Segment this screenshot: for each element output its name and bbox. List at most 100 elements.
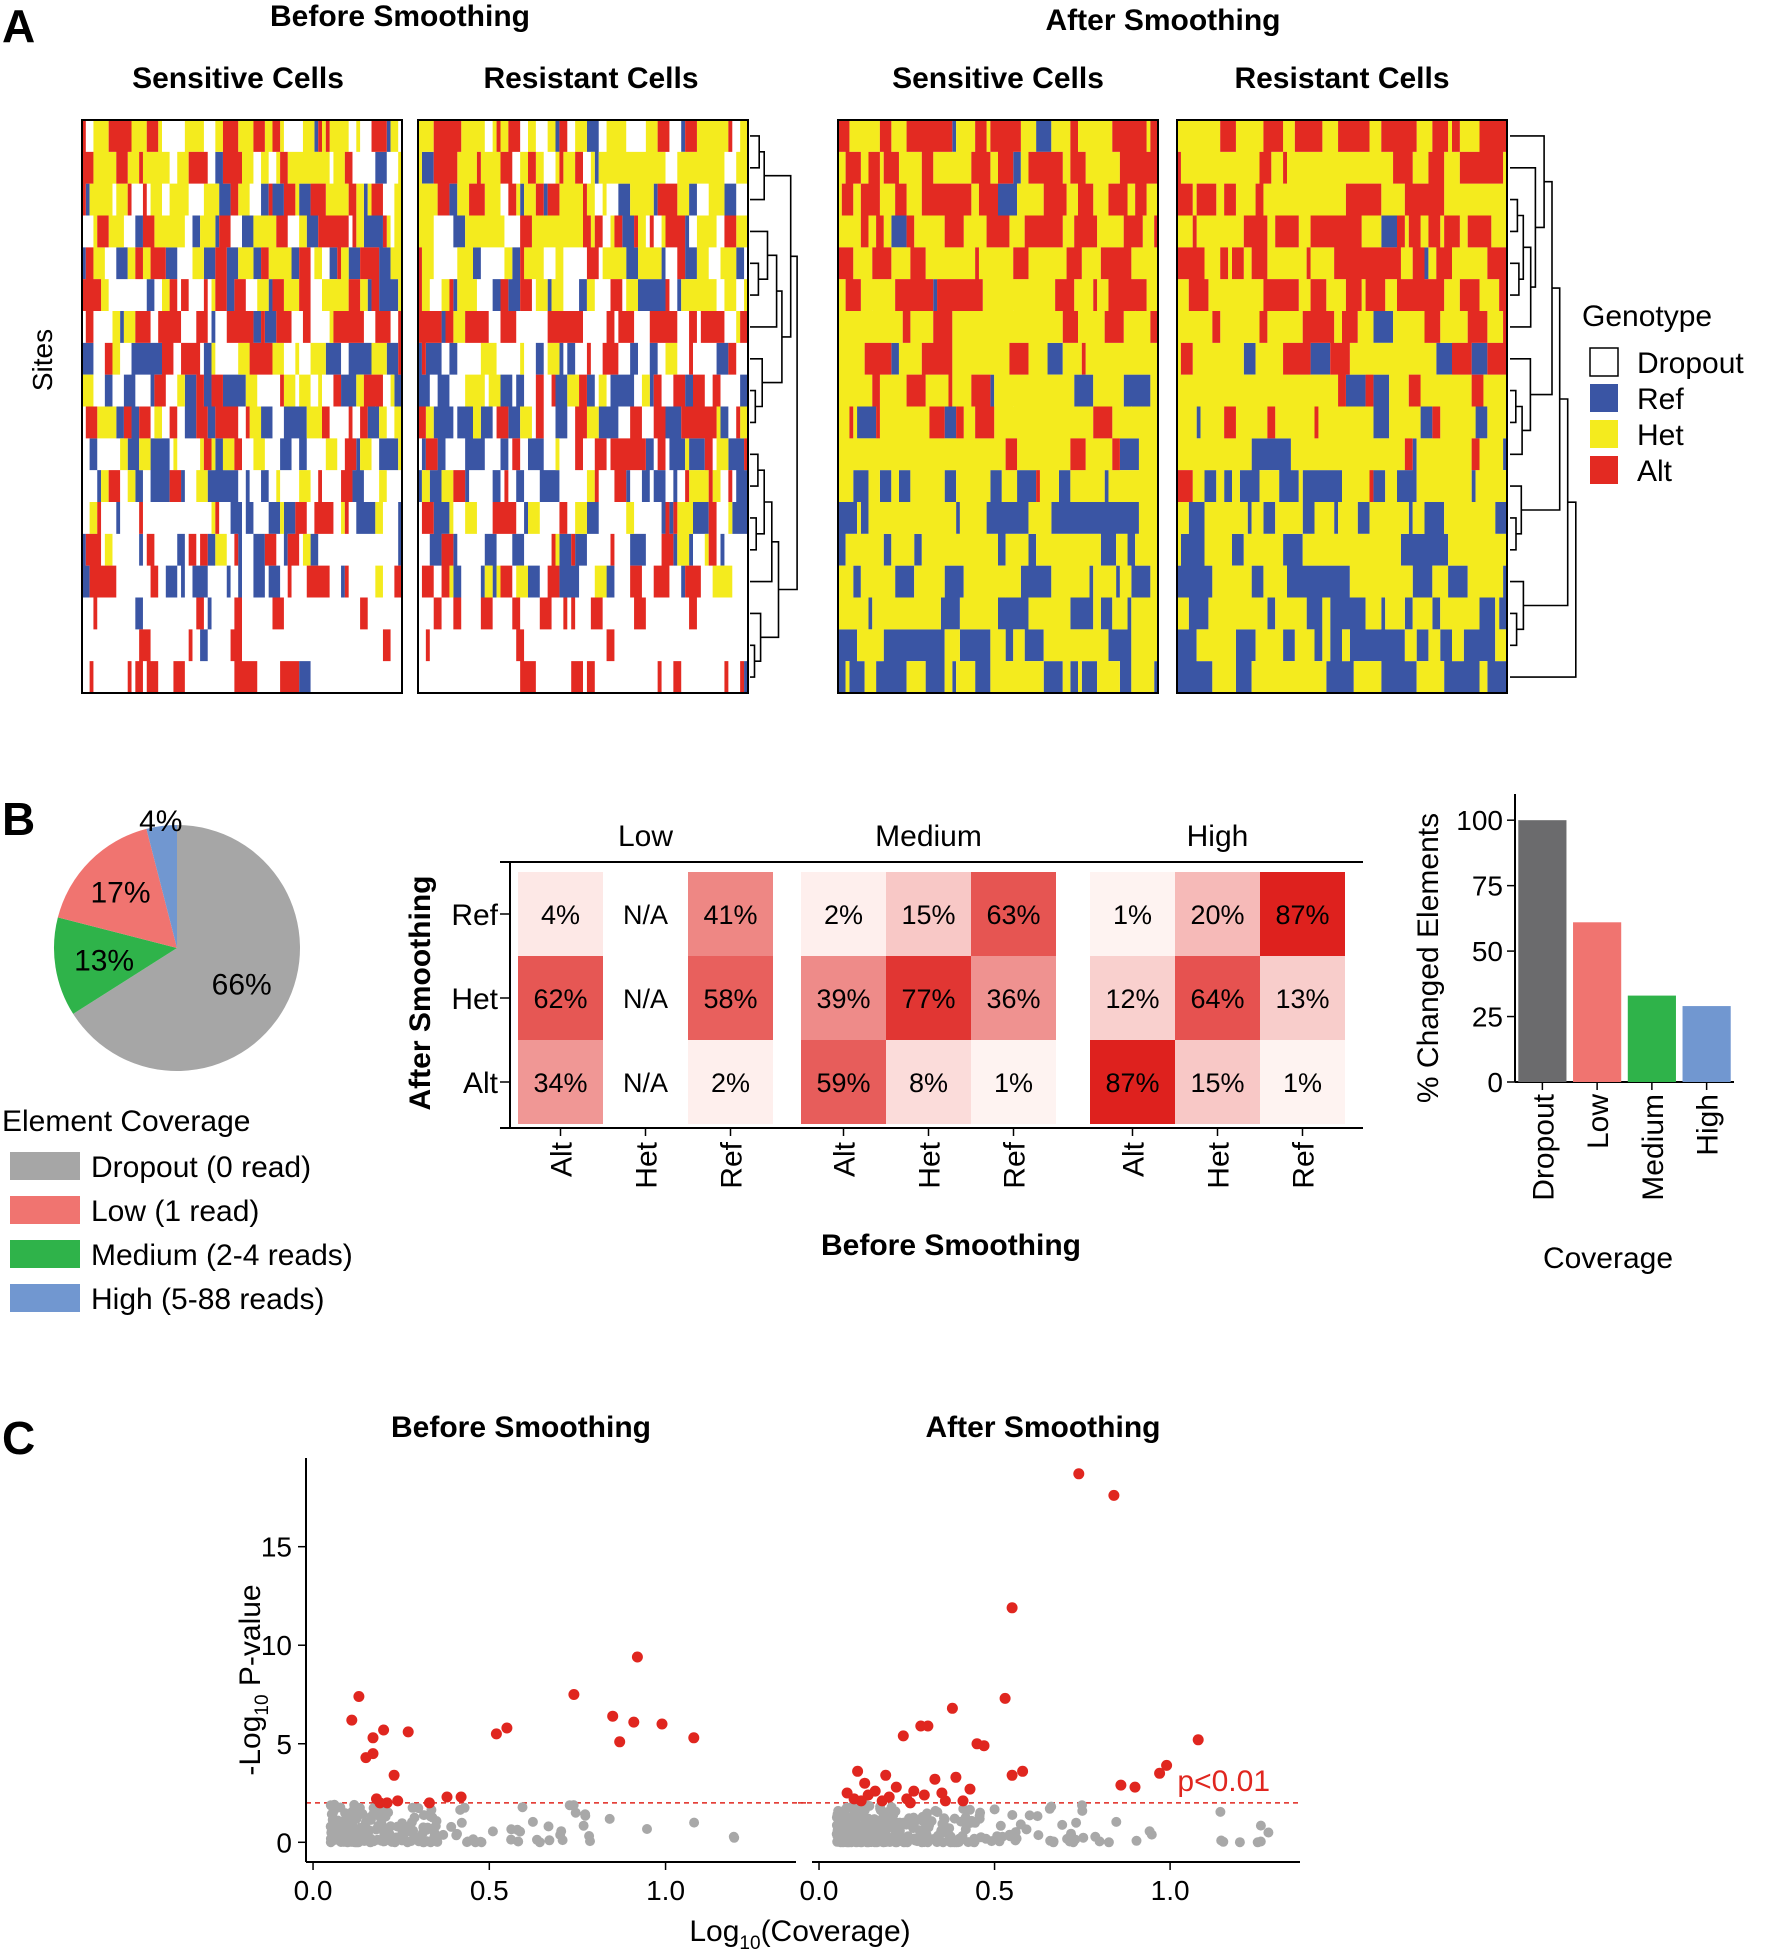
- panel-c-letter: C: [2, 1412, 35, 1464]
- scatter-ylabel-suffix: P-value: [234, 1584, 267, 1694]
- heatmap-1-label: Sensitive Cells: [132, 62, 344, 95]
- heatmap-cell: [688, 872, 773, 956]
- panel-a-letter: A: [2, 0, 35, 52]
- significant-point: [378, 1724, 390, 1736]
- significant-point: [897, 1730, 909, 1742]
- facet-label-high: High: [1187, 820, 1249, 853]
- facet-label-low: Low: [618, 820, 673, 853]
- heatmap-cell: [971, 1040, 1056, 1124]
- heatmap-cell: [1175, 872, 1260, 956]
- significant-point: [922, 1720, 934, 1732]
- changed-elements-bar-chart: 0 25 50 75 100 Dropout Low Medium High: [1456, 794, 1734, 1201]
- x-tick-label: Alt: [1118, 1141, 1151, 1177]
- scatter-y-tick-label: 10: [261, 1630, 292, 1661]
- heatmap-before-resistant: [417, 119, 749, 694]
- heatmap-cell-label: 15%: [1190, 1068, 1244, 1098]
- significant-point: [1006, 1769, 1018, 1781]
- dendrogram-before: [750, 135, 798, 678]
- significant-point: [392, 1795, 404, 1807]
- scatter-y-tick-label: 15: [261, 1532, 292, 1563]
- heatmap-before-sensitive: [81, 119, 403, 694]
- significant-point: [455, 1791, 467, 1803]
- significant-point: [367, 1732, 379, 1744]
- heatmap-cell: [886, 872, 971, 956]
- heatmap-cells-ref: [82, 120, 402, 693]
- coverage-legend-swatch-high: [10, 1284, 80, 1312]
- legend-swatch-het: [1590, 420, 1618, 448]
- coverage-legend-title: Element Coverage: [2, 1105, 250, 1138]
- heatmap-cell-label: N/A: [623, 1068, 668, 1098]
- heatmap-cell: [971, 956, 1056, 1040]
- scatter-ylabel-prefix: -Log: [234, 1716, 267, 1776]
- significant-point: [1006, 1602, 1018, 1614]
- coverage-legend-swatch-low: [10, 1196, 80, 1224]
- significant-point: [607, 1710, 619, 1722]
- significant-point: [1115, 1779, 1127, 1791]
- before-smoothing-title: Before Smoothing: [270, 0, 530, 33]
- bar-medium: [1627, 995, 1676, 1082]
- significant-point: [964, 1783, 976, 1795]
- significant-point: [402, 1726, 414, 1738]
- volcano-scatter: 0.0 0.5 1.0 0.0 0.5 1.0 p<0.01 0 5 10 15: [261, 1458, 1300, 1906]
- scatter-xlabel-sub: 10: [739, 1933, 760, 1954]
- bar-y-tick-label: 100: [1456, 805, 1503, 836]
- significant-point: [388, 1769, 400, 1781]
- significant-point: [1192, 1734, 1204, 1746]
- y-tick-label: Ref: [451, 899, 498, 932]
- after-smoothing-title: After Smoothing: [1046, 4, 1281, 37]
- y-tick-label: Alt: [463, 1067, 499, 1100]
- heatmap-cell-label: 1%: [994, 1068, 1033, 1098]
- significant-point: [381, 1797, 393, 1809]
- significant-point: [346, 1714, 358, 1726]
- heatmap-cell: [971, 872, 1056, 956]
- heatmap-cell-label: 87%: [1275, 900, 1329, 930]
- heatmap-border: [837, 119, 1159, 694]
- heatmap-after-resistant: [1176, 119, 1508, 694]
- heatmap-cell: [886, 956, 971, 1040]
- heatmap-cell-label: 63%: [986, 900, 1040, 930]
- bar-x-tick-label-dropout: Dropout: [1527, 1093, 1560, 1200]
- heatmap-cells-alt: [418, 120, 748, 693]
- significant-point: [883, 1791, 895, 1803]
- heatmap-cells-alt: [838, 120, 1158, 502]
- legend-swatch-ref: [1590, 384, 1618, 412]
- heatmap-3-label: Sensitive Cells: [892, 62, 1104, 95]
- heatmap-cell-label: N/A: [623, 984, 668, 1014]
- scatter-x-tick-label: 0.0: [800, 1875, 839, 1906]
- heatmap-cell-label: 20%: [1190, 900, 1244, 930]
- significant-point: [880, 1769, 892, 1781]
- scatter-ylabel-sub: 10: [252, 1694, 273, 1715]
- scatter-after-title: After Smoothing: [926, 1411, 1161, 1444]
- nonsignificant-points: [831, 1800, 1274, 1848]
- bar-y-tick-label: 75: [1472, 871, 1503, 902]
- heatmap-cell-label: 1%: [1283, 1068, 1322, 1098]
- legend-label-alt: Alt: [1637, 455, 1673, 488]
- dendrogram-branches: [1510, 135, 1577, 678]
- transition-ylabel: After Smoothing: [404, 876, 437, 1111]
- heatmap-cell: [603, 956, 688, 1040]
- coverage-legend-label-dropout: Dropout (0 read): [91, 1151, 311, 1184]
- coverage-legend-label-low: Low (1 read): [91, 1195, 259, 1228]
- significant-point: [1161, 1759, 1173, 1771]
- pie-label-low: 17%: [90, 877, 150, 910]
- heatmap-cell: [1260, 956, 1345, 1040]
- heatmap-cell-label: 2%: [711, 1068, 750, 1098]
- pie-label-dropout: 66%: [212, 969, 272, 1002]
- heatmap-cell: [603, 1040, 688, 1124]
- panel-b: B 66% 13% 17% 4% Element Coverage Dropout (…: [2, 793, 1734, 1316]
- dendrogram-branches: [750, 135, 798, 678]
- significant-point: [957, 1795, 969, 1807]
- heatmap-cell: [688, 956, 773, 1040]
- heatmap-cell: [603, 872, 688, 956]
- x-tick-label: Alt: [546, 1141, 579, 1177]
- significant-point: [1017, 1765, 1029, 1777]
- heatmap-cell-label: 1%: [1113, 900, 1152, 930]
- significant-point: [869, 1785, 881, 1797]
- heatmap-after-sensitive: [837, 119, 1159, 694]
- heatmap-cell: [1175, 1040, 1260, 1124]
- sites-axis-label: Sites: [27, 329, 58, 391]
- pie-label-high: 4%: [139, 805, 182, 838]
- coverage-legend-label-medium: Medium (2-4 reads): [91, 1239, 353, 1272]
- significant-point: [999, 1692, 1011, 1704]
- x-tick-label: Alt: [829, 1141, 862, 1177]
